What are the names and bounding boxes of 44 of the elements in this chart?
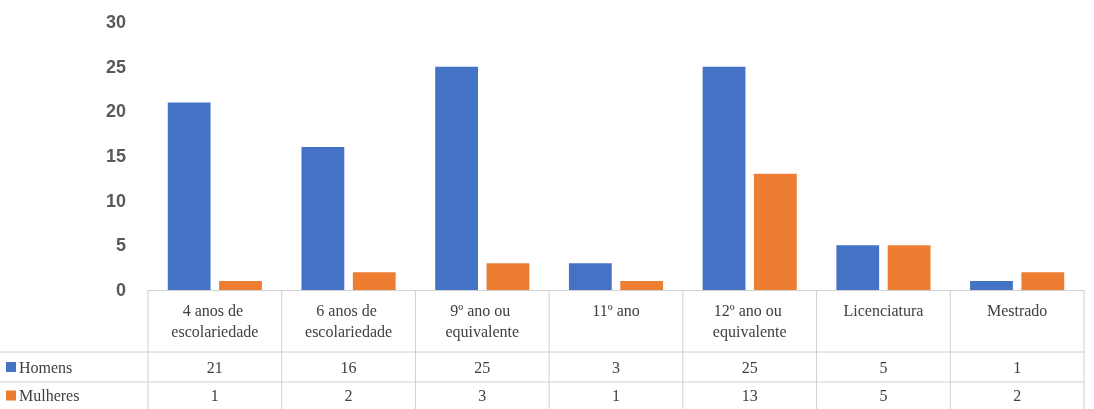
data-label: 2 (344, 387, 353, 404)
y-tick-label: 25 (105, 56, 126, 77)
bar (568, 263, 612, 290)
x-tick-label: Mestrado (986, 302, 1048, 319)
y-tick-label: 0 (115, 280, 126, 300)
legend-label: Homens (19, 358, 73, 376)
bar (702, 66, 746, 290)
x-tick-label: 12º ano ou equivalente (712, 302, 787, 341)
bar (486, 263, 530, 290)
x-tick-label: 6 anos de escolariedade (305, 302, 393, 340)
bar (219, 281, 262, 290)
bar (887, 245, 931, 290)
data-label: 1 (612, 387, 620, 404)
bar (167, 102, 211, 290)
data-label: 2 (1013, 387, 1022, 404)
bar (1021, 272, 1065, 290)
data-label: 5 (879, 358, 888, 376)
data-label: 21 (206, 358, 223, 376)
y-tick-label: 5 (115, 235, 126, 256)
legend-label: Mulheres (19, 387, 80, 404)
x-tick-label: 9º ano ou equivalente (445, 302, 520, 341)
y-tick-label: 10 (105, 190, 126, 211)
x-tick-label: 11º ano (592, 302, 640, 319)
y-tick-label: 30 (105, 12, 126, 32)
data-label: 25 (741, 358, 758, 376)
bar (970, 281, 1013, 290)
data-label: 16 (340, 358, 357, 376)
data-label: 1 (210, 387, 219, 404)
bar (753, 173, 797, 290)
y-tick-label: 15 (105, 146, 126, 166)
data-label: 13 (741, 387, 758, 404)
bar (301, 147, 345, 290)
data-label: 1 (1013, 358, 1022, 376)
y-tick-label: 20 (105, 101, 126, 122)
bar (352, 272, 396, 290)
data-label: 25 (474, 358, 491, 376)
bar (620, 281, 664, 290)
data-label: 3 (612, 358, 620, 376)
x-tick-label: 4 anos de escolariedade (171, 302, 259, 340)
bar (836, 245, 880, 290)
bar (435, 66, 479, 290)
x-tick-label: Licenciatura (843, 302, 924, 319)
data-label: 5 (879, 387, 888, 404)
data-label: 3 (478, 387, 487, 404)
